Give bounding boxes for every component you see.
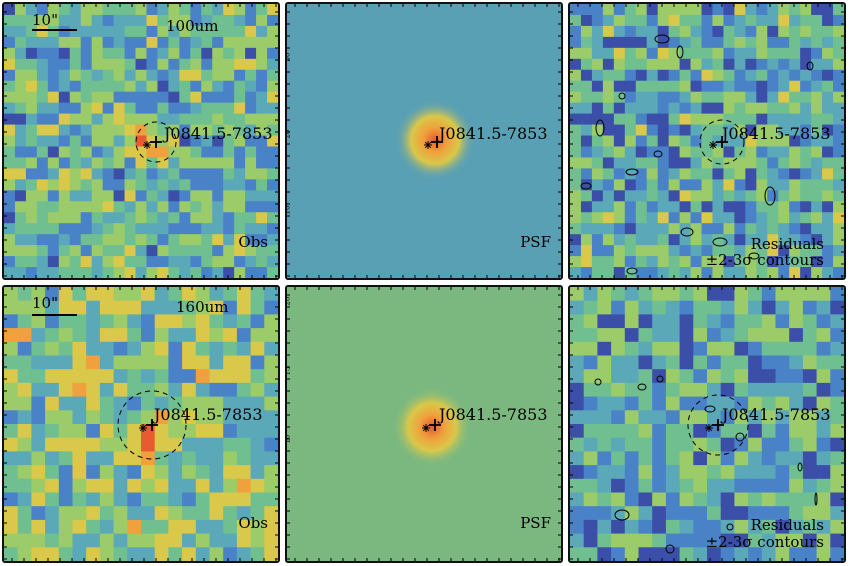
axis-ticks xyxy=(287,4,561,278)
obs-label: Obs xyxy=(238,514,268,532)
axis-ticks xyxy=(287,287,561,561)
contours-label: ±2-3σ contours xyxy=(705,251,824,269)
band-label: 160um xyxy=(176,298,229,316)
position-plus-marker xyxy=(150,136,162,148)
source-name-label: J0841.5-7853 xyxy=(164,124,273,143)
axis-ticks xyxy=(570,4,844,278)
residuals-100um-panel: J0841.5-7853 Residuals ±2-3σ contours xyxy=(568,2,846,280)
psf-core xyxy=(395,100,475,180)
band-label: 100um xyxy=(166,17,219,35)
scale-bar-label: 10" xyxy=(32,294,58,312)
psf-label: PSF xyxy=(520,233,551,251)
aperture-circle xyxy=(135,121,177,163)
pixel-grid xyxy=(4,4,278,278)
obs-160um-map xyxy=(4,287,278,561)
source-name-label: J0841.5-7853 xyxy=(154,405,263,424)
aperture-circle xyxy=(117,390,187,460)
psf-label: PSF xyxy=(520,514,551,532)
y-tick-label: 10 xyxy=(285,205,292,215)
position-plus-marker xyxy=(431,136,443,148)
residual-contours xyxy=(594,375,818,554)
source-name-label: J0841.5-7853 xyxy=(439,124,548,143)
psf-160um-map xyxy=(287,287,561,561)
y-tick-label: 15 xyxy=(285,366,292,376)
axis-ticks xyxy=(4,4,278,278)
position-plus-marker xyxy=(146,419,158,431)
aperture-circle xyxy=(687,394,749,456)
obs-160um-panel: 10" 160um J0841.5-7853 Obs xyxy=(2,285,280,563)
y-tick-label: 20 xyxy=(285,296,292,306)
aperture-circle xyxy=(699,119,745,165)
axis-ticks xyxy=(4,287,278,561)
obs-100um-panel: 10" 100um J0841.5-7853 Obs xyxy=(2,2,280,280)
residual-contours xyxy=(580,34,814,275)
residuals-label: Residuals xyxy=(750,516,824,534)
pixel-grid xyxy=(4,287,278,561)
position-star-marker xyxy=(424,141,432,149)
obs-100um-map xyxy=(4,4,278,278)
obs-label: Obs xyxy=(238,233,268,251)
position-plus-marker xyxy=(716,136,728,148)
contours-label: ±2-3σ contours xyxy=(705,533,824,551)
position-star-marker xyxy=(709,141,717,149)
position-star-marker xyxy=(139,424,147,432)
position-plus-marker xyxy=(712,419,724,431)
y-tick-label: 30 xyxy=(285,52,292,62)
pixel-grid xyxy=(570,4,844,278)
position-star-marker xyxy=(705,424,713,432)
source-name-label: J0841.5-7853 xyxy=(722,405,831,424)
source-name-label: J0841.5-7853 xyxy=(439,405,548,424)
y-tick-label: 10 xyxy=(285,434,292,444)
psf-160um-panel: J0841.5-7853 PSF 20 15 10 xyxy=(285,285,563,563)
residuals-160um-panel: J0841.5-7853 Residuals ±2-3σ contours xyxy=(568,285,846,563)
psf-100um-map xyxy=(287,4,561,278)
position-star-marker xyxy=(143,141,151,149)
source-name-label: J0841.5-7853 xyxy=(722,124,831,143)
axis-ticks xyxy=(570,287,844,561)
position-plus-marker xyxy=(429,419,441,431)
position-star-marker xyxy=(422,424,430,432)
scale-bar-label: 10" xyxy=(32,11,58,29)
residuals-160um-map xyxy=(570,287,844,561)
residuals-label: Residuals xyxy=(750,235,824,253)
psf-core xyxy=(392,387,472,467)
pixel-grid xyxy=(570,287,844,561)
psf-100um-panel: J0841.5-7853 PSF 30 20 10 xyxy=(285,2,563,280)
y-tick-label: 20 xyxy=(285,129,292,139)
residuals-100um-map xyxy=(570,4,844,278)
